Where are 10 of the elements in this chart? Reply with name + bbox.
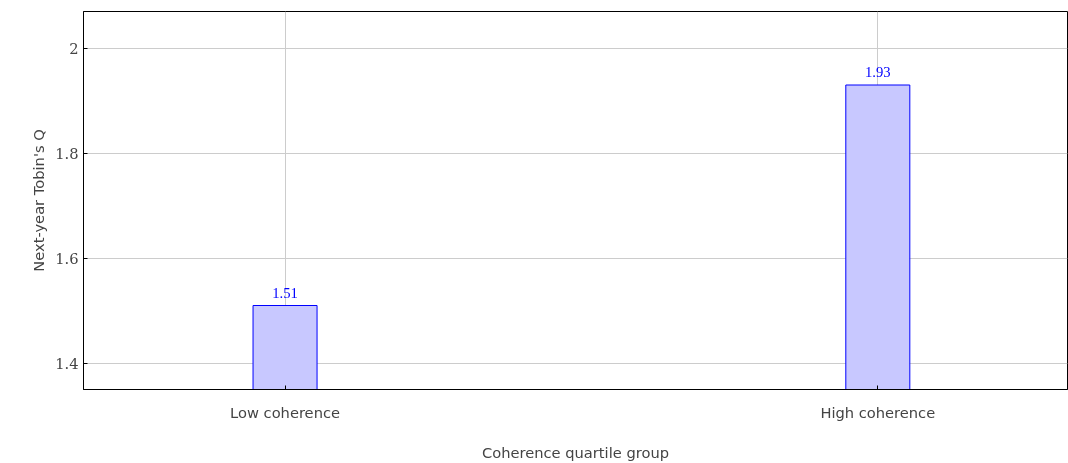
y-tick-label: 1.8	[55, 144, 79, 162]
y-tick-label: 1.4	[55, 354, 79, 372]
data-label: 1.51	[272, 284, 298, 301]
y-axis-title: Next-year Tobin's Q	[30, 129, 48, 272]
x-axis-title: Coherence quartile group	[482, 443, 669, 461]
x-tick-label: Low coherence	[230, 403, 341, 421]
data-label: 1.93	[864, 64, 891, 80]
y-tick-label: 2	[69, 39, 79, 57]
y-tick-label: 1.6	[55, 249, 79, 267]
x-tick-label: High coherence	[820, 403, 936, 421]
